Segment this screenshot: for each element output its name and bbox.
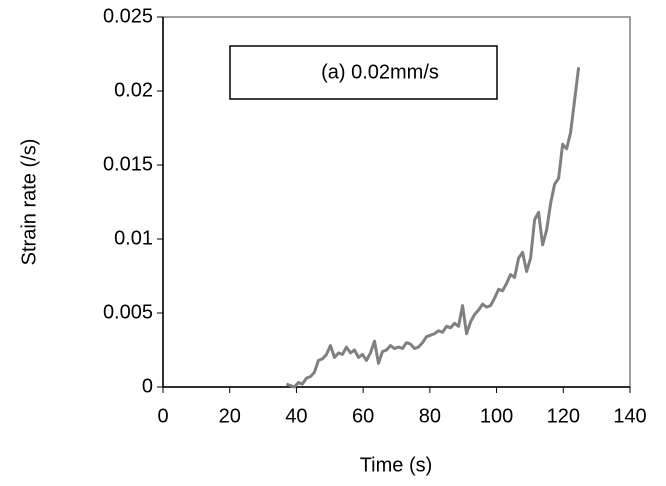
y-tick-label: 0	[142, 375, 153, 397]
x-tick-label: 20	[219, 405, 241, 427]
x-tick-label: 80	[419, 405, 441, 427]
x-tick-label: 100	[480, 405, 513, 427]
y-tick-label: 0.02	[114, 79, 153, 101]
x-tick-label: 0	[157, 405, 168, 427]
x-axis-label: Time (s)	[360, 454, 433, 476]
x-tick-label: 140	[613, 405, 646, 427]
x-tick-label: 60	[352, 405, 374, 427]
data-line	[285, 67, 581, 389]
x-tick-label: 120	[547, 405, 580, 427]
y-tick-label: 0.01	[114, 227, 153, 249]
y-tick-label: 0.015	[103, 153, 153, 175]
y-tick-label: 0.005	[103, 301, 153, 323]
annotation: (a) 0.02mm/s	[321, 61, 439, 83]
annotation-box	[229, 45, 498, 100]
y-tick-label: 0.025	[103, 5, 153, 27]
x-tick-label: 40	[285, 405, 307, 427]
y-axis-label: Strain rate (/s)	[18, 139, 40, 266]
